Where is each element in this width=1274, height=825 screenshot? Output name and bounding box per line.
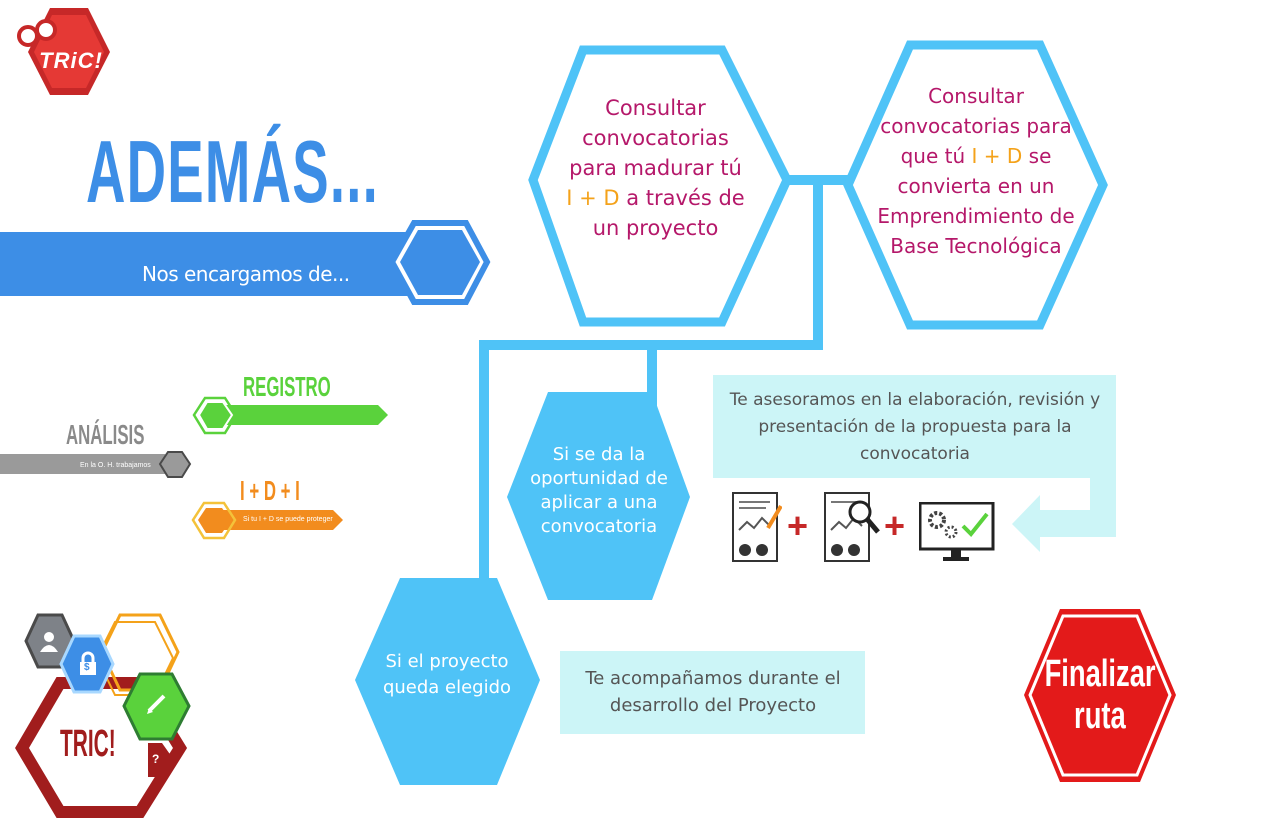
page-subtitle: Nos encargamos de...	[142, 262, 350, 286]
idi-hex	[198, 508, 231, 533]
box-asesoramos-text: Te asesoramos en la elaboración, revisió…	[729, 389, 1101, 464]
box-acompanamos-text: Te acompañamos durante el desarrollo del…	[585, 668, 841, 716]
nav-idi-label: I + D + I	[240, 475, 300, 506]
badge-lock-icon[interactable]: $	[75, 650, 101, 678]
badge-lock-label: $	[84, 662, 90, 673]
hex-top-left-pre: Consultar convocatorias para madurar tú	[569, 95, 742, 180]
finalizar-hex-inner-ring	[1028, 614, 1172, 777]
return-arrow-shape	[1012, 478, 1116, 552]
blue-banner	[0, 232, 450, 296]
idi-hex-ring	[191, 501, 237, 540]
analisis-hex	[158, 451, 192, 478]
plus-symbol-2: +	[884, 505, 906, 546]
hex-top-right-text: Consultar convocatorias para que tú I + …	[870, 78, 1082, 263]
nav-analisis-sub: En la O. H. trabajamos	[80, 462, 151, 469]
document-chart-magnifier-icon	[824, 492, 880, 562]
icon-document-magnifier	[824, 492, 880, 562]
hex-top-right-pre: Consultar convocatorias para que tú	[880, 83, 1072, 168]
nav-registro-label: REGISTRO	[243, 371, 331, 402]
hex-top-right-shape	[843, 40, 1108, 330]
logo-text: TRiC!	[39, 48, 103, 73]
hex-top-left-post: a través de un proyecto	[592, 185, 745, 240]
icon-document-pencil	[732, 492, 783, 562]
hex-mid-shape	[507, 392, 690, 600]
hex-low-text: Si el proyecto queda elegido	[382, 651, 512, 698]
hex-top-left-highlight: I + D	[566, 185, 620, 210]
box-acompanamos-bg	[560, 651, 865, 734]
badge-pencil-icon[interactable]	[144, 690, 170, 716]
nav-idi-sub: Si tu I + D se puede proteger	[243, 516, 333, 523]
hex-low-shape	[355, 578, 540, 785]
document-chart-pencil-icon	[732, 492, 783, 562]
analisis-bar	[0, 454, 165, 474]
finalizar-hex-shape[interactable]	[1024, 609, 1176, 782]
user-icon	[40, 632, 58, 652]
box-asesoramos-bg	[713, 375, 1116, 478]
idi-bar	[213, 510, 343, 530]
badge-user-icon[interactable]	[36, 628, 62, 654]
finalizar-ruta-button[interactable]: Finalizar ruta	[1030, 640, 1170, 750]
registro-hex	[197, 401, 234, 430]
tric-badge-question: ?	[152, 752, 160, 766]
registro-bar	[213, 405, 388, 425]
hex-mid-text: Si se da la oportunidad de aplicar a una…	[530, 444, 668, 537]
banner-hex-inner	[400, 230, 480, 295]
hex-top-left-text: Consultar convocatorias para madurar tú …	[563, 90, 748, 245]
tric-badge-text: TRIC!	[60, 723, 116, 765]
plus-symbol-1: +	[787, 505, 809, 546]
nav-analisis-label: ANÁLISIS	[66, 419, 145, 450]
logo-graphic	[17, 8, 110, 95]
hex-top-left-shape	[528, 45, 792, 327]
finalizar-line1: Finalizar	[1044, 653, 1156, 695]
nav-idi[interactable]: I + D + I Si tu I + D se puede proteger	[240, 476, 350, 536]
registro-hex-ring	[192, 396, 238, 435]
page-title: ADEMÁS...	[86, 122, 380, 221]
hex-top-right-post: se convierta en un Emprendimiento de Bas…	[877, 143, 1075, 258]
finalizar-line2: ruta	[1074, 695, 1126, 737]
hex-top-right-highlight: I + D	[971, 143, 1023, 168]
icon-monitor-gears	[918, 501, 995, 562]
pencil-icon	[147, 694, 166, 714]
lock-icon	[80, 651, 96, 675]
nav-analisis[interactable]: ANÁLISIS En la O. H. trabajamos	[66, 420, 186, 478]
nav-registro[interactable]: REGISTRO	[243, 371, 343, 402]
monitor-gears-check-icon	[918, 501, 995, 561]
